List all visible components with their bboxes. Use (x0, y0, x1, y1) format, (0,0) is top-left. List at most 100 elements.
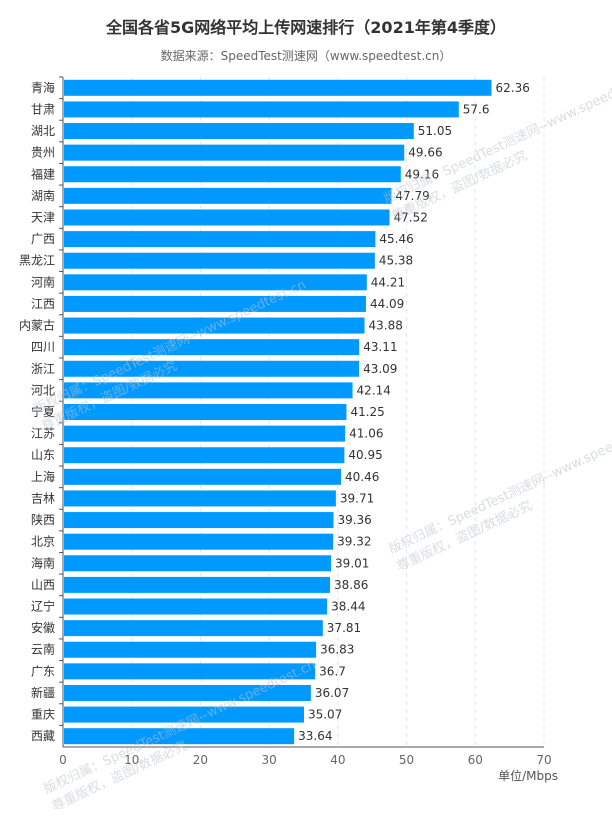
bar (64, 512, 334, 529)
category-label: 新疆 (31, 685, 55, 700)
value-label: 40.46 (345, 470, 379, 484)
category-label: 江苏 (31, 427, 55, 441)
value-label: 39.01 (335, 556, 369, 570)
bar (64, 468, 342, 485)
category-label: 山东 (31, 448, 55, 462)
value-label: 39.36 (337, 513, 371, 527)
category-label: 甘肃 (31, 102, 55, 116)
value-label: 51.05 (418, 124, 452, 138)
value-label: 57.6 (463, 102, 490, 116)
bar (64, 339, 360, 356)
value-label: 62.36 (496, 81, 530, 95)
bar (64, 404, 347, 420)
bar (64, 555, 332, 572)
category-label: 湖北 (31, 123, 55, 138)
bar (64, 79, 492, 96)
value-label: 36.07 (315, 686, 349, 700)
category-label: 湖南 (31, 188, 55, 203)
bar (64, 620, 323, 637)
category-label: 河北 (31, 383, 55, 397)
value-label: 36.83 (320, 643, 354, 657)
category-label: 陕西 (31, 512, 55, 527)
bar (64, 101, 459, 118)
x-tick-label: 70 (536, 753, 551, 767)
value-label: 43.09 (363, 362, 397, 376)
bar (64, 490, 336, 507)
x-tick-label: 60 (468, 753, 483, 767)
x-tick-label: 0 (59, 753, 67, 767)
value-label: 43.11 (363, 340, 397, 354)
category-label: 青海 (31, 80, 55, 95)
value-label: 36.7 (319, 664, 346, 678)
x-tick-label: 40 (330, 753, 345, 767)
bar (64, 317, 365, 334)
value-label: 37.81 (327, 621, 361, 635)
x-tick-label: 30 (262, 753, 277, 767)
category-label: 云南 (31, 642, 55, 657)
bar (64, 533, 334, 550)
chart-subtitle: 数据来源：SpeedTest测速网（www.speedtest.cn） (160, 49, 452, 63)
value-label: 33.64 (298, 729, 332, 743)
value-label: 38.44 (331, 600, 365, 614)
x-axis-unit-label: 单位/Mbps (498, 768, 558, 783)
value-label: 41.06 (349, 427, 383, 441)
category-label: 安徽 (31, 620, 55, 635)
value-label: 44.09 (370, 297, 404, 311)
category-label: 山西 (31, 578, 55, 592)
bar (64, 123, 414, 140)
bar (64, 641, 317, 658)
category-label: 黑龙江 (19, 254, 55, 268)
value-label: 47.52 (394, 210, 428, 224)
category-label: 重庆 (31, 708, 55, 722)
value-label: 35.07 (308, 708, 342, 722)
bar (64, 187, 392, 204)
category-label: 辽宁 (31, 599, 55, 614)
category-label: 吉林 (31, 491, 55, 505)
category-label: 西藏 (31, 729, 55, 743)
category-label: 海南 (31, 555, 55, 570)
x-tick-label: 10 (124, 753, 139, 767)
value-label: 39.32 (337, 535, 371, 549)
value-label: 39.71 (340, 491, 374, 505)
category-label: 天津 (31, 210, 55, 224)
bar (64, 598, 328, 615)
value-label: 44.21 (371, 275, 405, 289)
x-tick-label: 50 (399, 753, 414, 767)
value-label: 47.79 (395, 189, 429, 203)
value-label: 49.16 (405, 167, 439, 181)
bar (64, 576, 331, 593)
x-tick-label: 20 (193, 753, 208, 767)
bar (64, 663, 316, 680)
category-label: 广西 (31, 232, 55, 246)
value-label: 41.25 (350, 405, 384, 419)
bar (64, 144, 405, 161)
bar (64, 684, 311, 701)
category-label: 河南 (31, 274, 55, 289)
bar (64, 295, 366, 312)
bar (64, 382, 353, 399)
category-label: 内蒙古 (19, 318, 55, 333)
value-label: 43.88 (369, 319, 403, 333)
category-label: 四川 (31, 340, 55, 354)
value-label: 42.14 (357, 383, 391, 397)
bar (64, 447, 345, 464)
bar (64, 252, 375, 269)
category-label: 北京 (31, 535, 55, 549)
bar (64, 425, 346, 442)
value-label: 38.86 (334, 578, 368, 592)
value-label: 49.66 (408, 146, 442, 160)
bar (64, 728, 295, 745)
bar (64, 274, 367, 291)
category-label: 浙江 (31, 362, 55, 376)
category-label: 广东 (31, 664, 55, 678)
category-label: 福建 (31, 166, 55, 181)
bar (64, 706, 304, 723)
category-label: 江西 (31, 297, 55, 311)
category-label: 宁夏 (31, 404, 55, 419)
chart-title: 全国各省5G网络平均上传网速排行（2021年第4季度） (106, 18, 506, 37)
value-label: 45.46 (379, 232, 413, 246)
bar (64, 360, 360, 377)
bar (64, 209, 390, 226)
category-label: 贵州 (31, 146, 55, 160)
